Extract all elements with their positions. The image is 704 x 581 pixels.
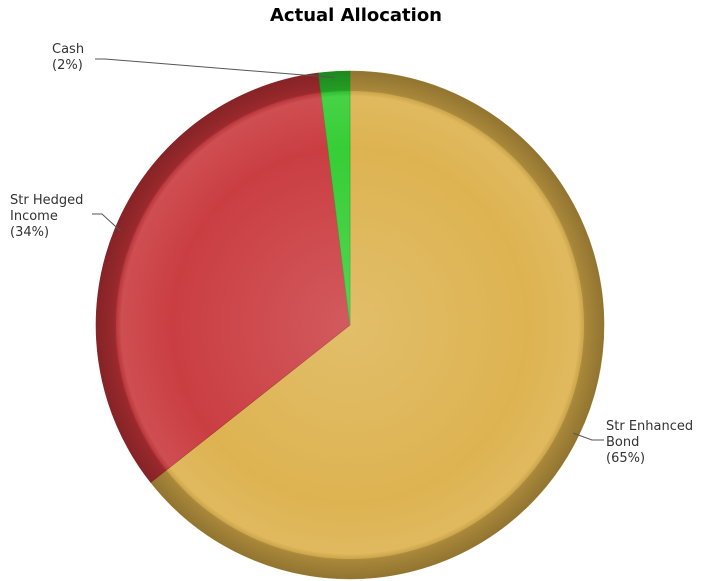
slice-label-str-enhanced-bond: Str Enhanced Bond (65%)	[606, 419, 693, 466]
leader-line-cash	[95, 58, 335, 78]
chart-title: Actual Allocation	[269, 5, 442, 26]
leader-line-str-enhanced-bond	[573, 432, 604, 441]
pie-gloss-overlay	[96, 71, 604, 579]
slice-label-str-hedged-income: Str Hedged Income (34%)	[10, 193, 83, 240]
slice-label-cash: Cash (2%)	[52, 42, 84, 73]
leader-line-str-hedged-income	[92, 213, 121, 232]
